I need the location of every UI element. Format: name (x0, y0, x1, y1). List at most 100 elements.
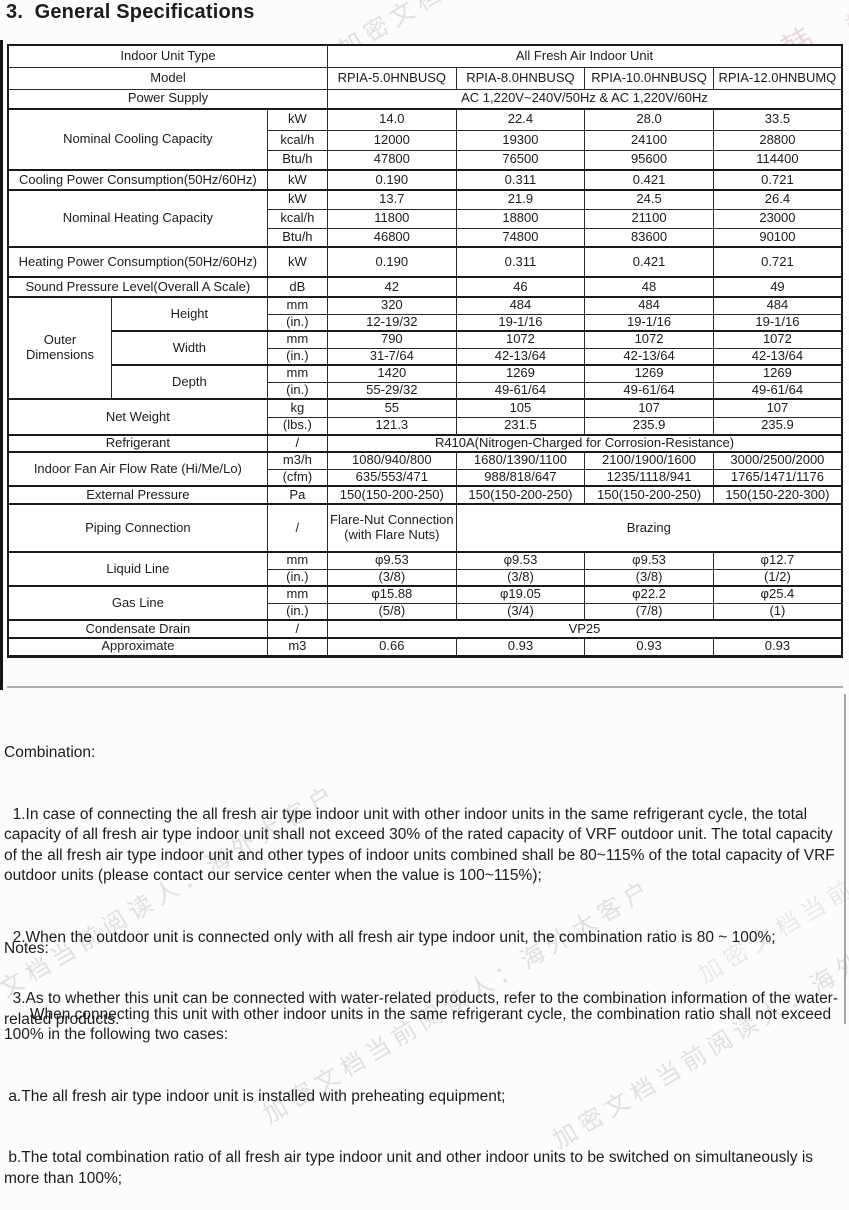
spec-value: 107 (712, 398, 843, 418)
combination-item-3: 3.As to whether this unit can be connect… (4, 990, 839, 1028)
piping-connection-other-models: Brazing (455, 503, 843, 553)
spec-value: 22.4 (455, 108, 586, 131)
unit-cell: (lbs.) (266, 416, 329, 436)
power-supply-value: AC 1,220V~240V/50Hz & AC 1,220V/60Hz (327, 88, 843, 110)
notes-intro: When connecting this unit with other ind… (4, 1005, 836, 1044)
combination-heading: Combination: (4, 744, 96, 761)
spec-value: 150(150-200-250) (455, 485, 586, 505)
spec-value: φ22.2 (584, 585, 714, 604)
combination-item-2: 2.When the outdoor unit is connected onl… (4, 928, 776, 946)
spec-value: 83600 (584, 227, 714, 248)
spec-value: 1072 (455, 330, 586, 349)
spec-value: 31-7/64 (327, 347, 457, 366)
row-label-nominal-cooling: Nominal Cooling Capacity (7, 108, 268, 171)
row-label-power-supply: Power Supply (7, 88, 329, 110)
spec-value: φ15.88 (327, 585, 457, 604)
spec-value: 19300 (455, 129, 586, 151)
spec-value: 484 (455, 296, 586, 315)
spec-value: 0.421 (584, 169, 714, 191)
row-label-liquid-line: Liquid Line (7, 551, 268, 587)
spec-value: 320 (327, 296, 457, 315)
spec-value: 49-61/64 (455, 381, 586, 400)
spec-value: (3/8) (584, 568, 714, 587)
unit-cell: kW (266, 189, 329, 210)
spec-value: 105 (455, 398, 586, 418)
spec-value: 0.93 (584, 637, 714, 657)
unit-cell: Btu/h (266, 227, 329, 248)
spec-value: 150(150-200-250) (584, 485, 714, 505)
spec-value: 231.5 (455, 416, 586, 436)
page-edge-left-artifact (0, 40, 3, 690)
spec-value: 49-61/64 (584, 381, 714, 400)
spec-value: 0.93 (455, 637, 586, 657)
dimension-name: Depth (110, 364, 268, 400)
spec-value: 107 (584, 398, 714, 418)
spec-value: 484 (584, 296, 714, 315)
unit-cell: dB (266, 276, 329, 298)
general-specifications-table: Indoor Unit Type All Fresh Air Indoor Un… (7, 44, 843, 658)
unit-cell: m3/h (266, 451, 329, 470)
spec-value: 55-29/32 (327, 381, 457, 400)
spec-value: φ9.53 (455, 551, 586, 570)
row-label-outer-dimensions: Outer Dimensions (7, 296, 112, 400)
spec-value: 0.721 (712, 246, 843, 278)
spec-value: φ9.53 (327, 551, 457, 570)
spec-value: 1235/1118/941 (584, 468, 714, 487)
spec-value: 28800 (712, 129, 843, 151)
spec-value: 0.311 (455, 169, 586, 191)
piping-connection-line2: (with Flare Nuts) (344, 527, 440, 542)
unit-cell: mm (266, 330, 329, 349)
row-label-indoor-unit-type: Indoor Unit Type (7, 44, 329, 68)
unit-cell: kW (266, 108, 329, 131)
spec-value: 1080/940/800 (327, 451, 457, 470)
spec-value: 49-61/64 (712, 381, 843, 400)
spec-value: 235.9 (584, 416, 714, 436)
unit-cell: (in.) (266, 347, 329, 366)
spec-value: 235.9 (712, 416, 843, 436)
model-value: RPIA-8.0HNBUSQ (455, 66, 586, 90)
indoor-unit-type-value: All Fresh Air Indoor Unit (327, 44, 843, 68)
combination-item-1: 1.In case of connecting the all fresh ai… (4, 805, 840, 885)
spec-value: 1420 (327, 364, 457, 383)
spec-value: (3/4) (455, 602, 586, 621)
spec-value: 12000 (327, 129, 457, 151)
spec-value: 90100 (712, 227, 843, 248)
piping-connection-line1: Flare-Nut Connection (330, 512, 454, 528)
spec-value: 0.190 (327, 169, 457, 191)
spec-value: (1/2) (712, 568, 843, 587)
spec-value: 55 (327, 398, 457, 418)
table-bottom-shadow-line (7, 686, 843, 688)
row-label-air-flow-rate: Indoor Fan Air Flow Rate (Hi/Me/Lo) (7, 451, 268, 487)
unit-cell: kg (266, 398, 329, 418)
page-title: 3. General Specifications (6, 1, 255, 23)
unit-cell: / (266, 619, 329, 639)
refrigerant-value: R410A(Nitrogen-Charged for Corrosion-Res… (327, 434, 843, 453)
page-edge-right-artifact (844, 694, 846, 1024)
model-value: RPIA-12.0HNBUMQ (712, 66, 843, 90)
unit-cell: m3 (266, 637, 329, 657)
spec-value: 1269 (712, 364, 843, 383)
spec-value: 21.9 (455, 189, 586, 210)
spec-value: 19-1/16 (712, 313, 843, 332)
row-label-sound-pressure: Sound Pressure Level(Overall A Scale) (7, 276, 268, 298)
unit-cell: kcal/h (266, 129, 329, 151)
spec-value: 23000 (712, 208, 843, 229)
spec-value: 3000/2500/2000 (712, 451, 843, 470)
row-label-refrigerant: Refrigerant (7, 434, 268, 453)
spec-value: 1765/1471/1176 (712, 468, 843, 487)
spec-value: 48 (584, 276, 714, 298)
unit-cell: (in.) (266, 313, 329, 332)
spec-value: 46 (455, 276, 586, 298)
row-label-external-pressure: External Pressure (7, 485, 268, 505)
unit-cell: kW (266, 169, 329, 191)
unit-cell: kcal/h (266, 208, 329, 229)
spec-value: 13.7 (327, 189, 457, 210)
row-label-approximate: Approximate (7, 637, 268, 657)
spec-value: (3/8) (327, 568, 457, 587)
spec-value: 18800 (455, 208, 586, 229)
spec-value: 150(150-220-300) (712, 485, 843, 505)
dimension-name: Width (110, 330, 268, 366)
spec-value: 121.3 (327, 416, 457, 436)
notes-item-b: b.The total combination ratio of all fre… (4, 1149, 818, 1187)
dimension-name: Height (110, 296, 268, 332)
